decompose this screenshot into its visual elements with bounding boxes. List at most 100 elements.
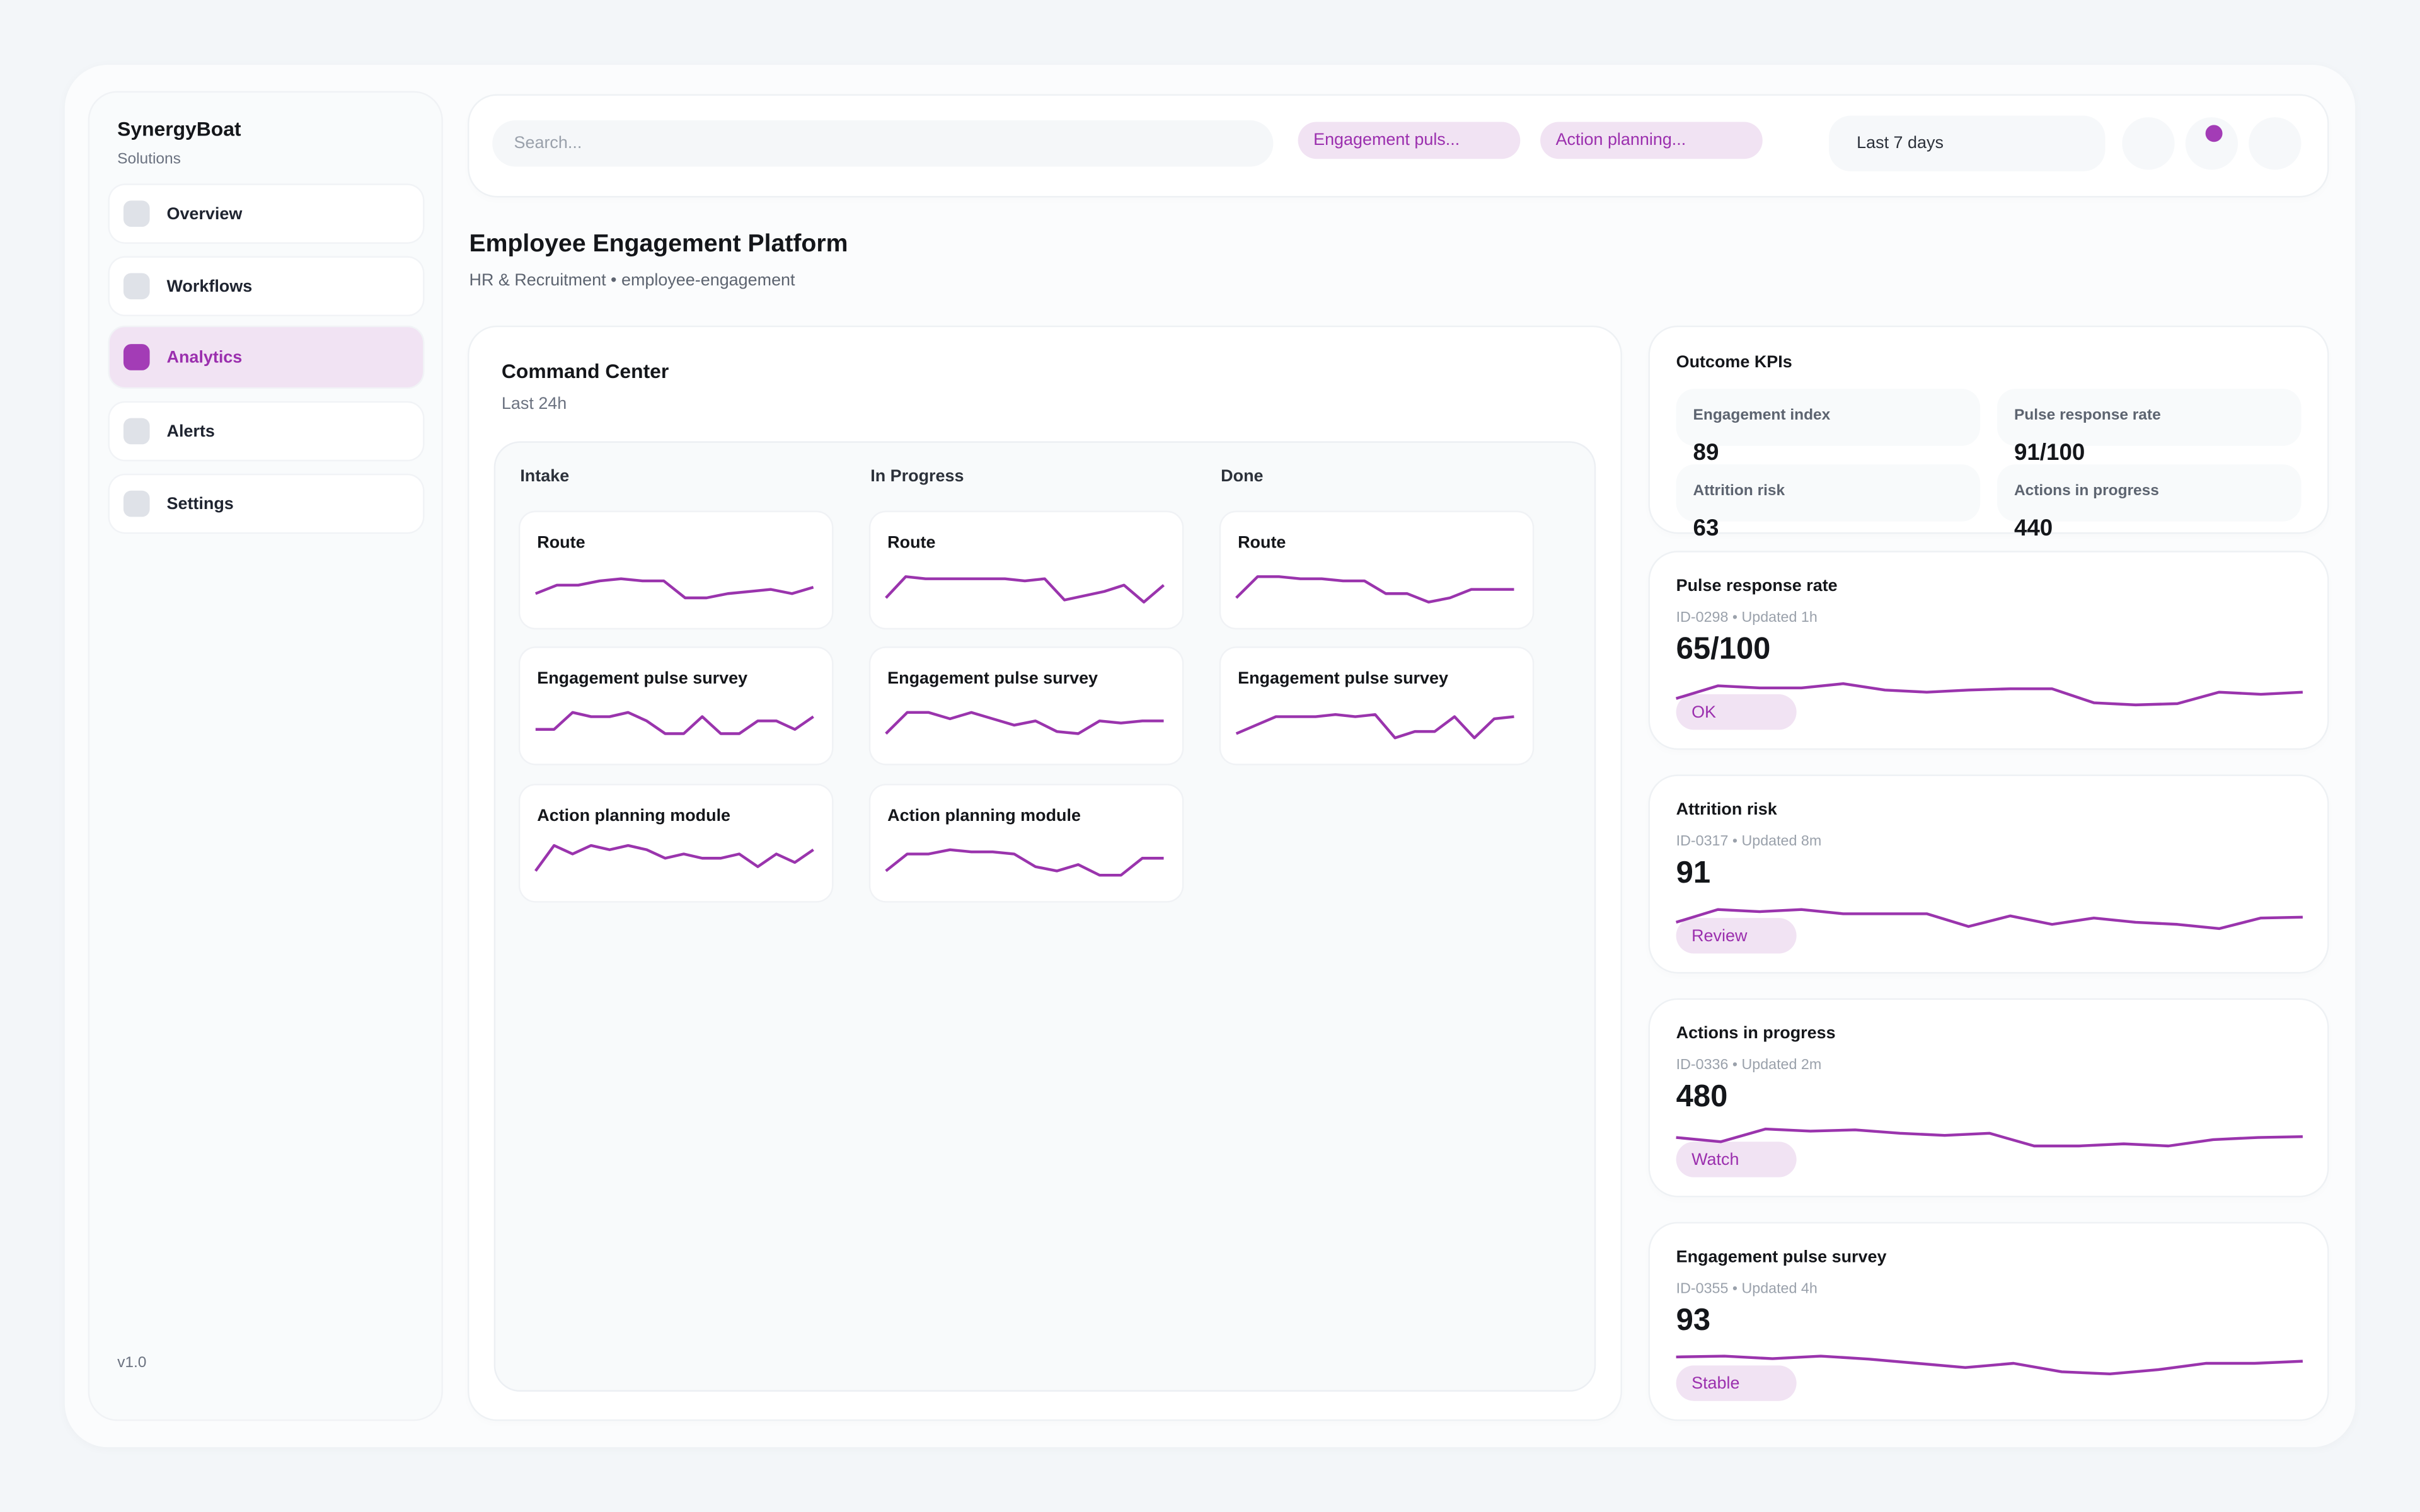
status-label: Watch [1691,1150,1739,1169]
kpi-tile: Attrition risk 63 [1676,464,1981,542]
kanban-sparkline [885,711,1164,735]
metric-sparkline [1676,1354,2303,1376]
status-badge: Watch [1676,1142,1797,1177]
sparkline-path [1676,1354,2303,1376]
outcome-kpis-card: Outcome KPIs Engagement index 89 Pulse re… [1649,327,2328,542]
sidebar-item-label: Analytics [166,348,243,367]
user-avatar[interactable] [2249,117,2302,170]
metric-value: 93 [1676,1303,1711,1338]
metric-card[interactable]: Attrition risk ID-0317 • Updated 8m 91 Revi… [1649,776,2328,972]
alerts-icon [123,418,150,445]
workflows-icon [123,273,150,300]
filter-chip-engagement[interactable]: Engagement puls... [1298,122,1521,159]
kpi-label: Engagement index [1693,407,1831,425]
kpi-label: Pulse response rate [2014,407,2161,425]
search-input[interactable]: Search... [492,120,1274,167]
metric-meta: ID-0298 • Updated 1h [1676,609,1818,627]
metric-sparkline [1675,682,2303,707]
page-title: Employee Engagement Platform [469,231,848,258]
chip-label: Action planning... [1555,131,1686,150]
column-label: Intake [520,467,570,486]
sidebar-item-workflows[interactable]: Workflows [109,257,424,315]
sidebar-item-alerts[interactable]: Alerts [109,403,424,460]
sidebar-item-label: Workflows [166,277,253,295]
sidebar-item-label: Settings [166,494,234,513]
metric-meta: ID-0317 • Updated 8m [1676,833,1822,850]
metric-value: 480 [1676,1080,1728,1114]
sparkline-path [1676,1127,2303,1148]
date-range-label: Last 7 days [1857,134,1944,153]
column-label: Done [1221,467,1264,486]
kpi-value: 91/100 [2014,439,2085,466]
metric-title: Pulse response rate [1676,576,1838,596]
kpi-value: 63 [1693,515,1719,542]
status-label: Stable [1691,1373,1740,1393]
analytics-icon [123,344,150,370]
sparkline-path [885,711,1164,735]
sparkline-path [1235,575,1514,604]
metric-value: 65/100 [1676,633,1771,667]
metric-title: Attrition risk [1676,801,1777,820]
metric-meta: ID-0355 • Updated 4h [1676,1280,1818,1298]
kanban-card[interactable]: Engagement pulse survey [1221,648,1533,764]
kanban-sparkline [534,844,814,872]
kanban-board: Intake Route Engagement pulse survey Action… [495,442,1594,1390]
kanban-card-title: Action planning module [887,806,1081,826]
filter-chip-action-planning[interactable]: Action planning... [1540,122,1763,159]
kanban-card-title: Route [887,534,936,553]
sidebar-item-label: Alerts [166,421,215,441]
status-badge: Stable [1676,1365,1797,1401]
help-button[interactable] [2122,117,2175,170]
sparkline-path [1675,908,2303,931]
sparkline-path [535,711,814,735]
sidebar-item-overview[interactable]: Overview [109,185,424,243]
version-label: v1.0 [117,1354,147,1372]
status-badge: OK [1676,694,1797,730]
command-center-subtitle: Last 24h [501,394,567,414]
kanban-card[interactable]: Route [1221,512,1533,628]
kanban-card[interactable]: Engagement pulse survey [520,648,833,764]
status-label: Review [1691,926,1748,946]
kanban-card-title: Action planning module [537,806,731,826]
kanban-sparkline [535,711,814,735]
kanban-card[interactable]: Route [520,512,833,628]
sidebar-item-label: Overview [166,204,243,223]
sparkline-path [885,848,1164,877]
chip-label: Engagement puls... [1313,131,1460,150]
kanban-card[interactable]: Action planning module [870,785,1182,902]
metric-card[interactable]: Engagement pulse survey ID-0355 • Updated… [1649,1223,2328,1420]
search-placeholder: Search... [514,134,582,153]
metric-value: 91 [1676,856,1711,891]
kanban-card-title: Engagement pulse survey [537,669,748,689]
metric-title: Engagement pulse survey [1676,1248,1887,1267]
command-center-card: Command Center Last 24h Intake Route Engag… [469,327,1621,1420]
notification-dot-icon [2205,125,2223,142]
sparkline-path [885,575,1165,604]
kanban-card[interactable]: Engagement pulse survey [870,648,1182,764]
kanban-card-title: Engagement pulse survey [1238,669,1448,689]
sidebar: SynergyBoat Solutions Overview Workflows… [89,92,442,1420]
kanban-card-title: Route [1238,534,1286,553]
date-range-select[interactable]: Last 7 days [1829,115,2106,171]
sparkline-path [1235,713,1514,740]
kanban-sparkline [534,577,814,600]
metric-title: Actions in progress [1676,1024,1836,1043]
kpi-value: 89 [1693,439,1719,466]
brand-name: SynergyBoat [117,117,241,140]
sparkline-path [534,577,814,600]
kpi-label: Actions in progress [2014,483,2159,500]
breadcrumb: HR & Recruitment • employee-engagement [469,272,795,290]
outcome-kpis-title: Outcome KPIs [1676,353,1792,372]
kanban-sparkline [1235,713,1514,740]
sidebar-item-settings[interactable]: Settings [109,475,424,532]
metric-sparkline [1676,1127,2303,1148]
metric-card[interactable]: Pulse response rate ID-0298 • Updated 1h 6… [1649,552,2328,748]
status-badge: Review [1676,918,1797,954]
kanban-card[interactable]: Route [870,512,1182,628]
metric-card[interactable]: Actions in progress ID-0336 • Updated 2m 4… [1649,999,2328,1196]
kpi-value: 440 [2014,515,2053,542]
sidebar-item-analytics[interactable]: Analytics [109,327,424,387]
column-label: In Progress [870,467,964,486]
status-label: OK [1691,702,1717,721]
kanban-card[interactable]: Action planning module [520,785,833,902]
